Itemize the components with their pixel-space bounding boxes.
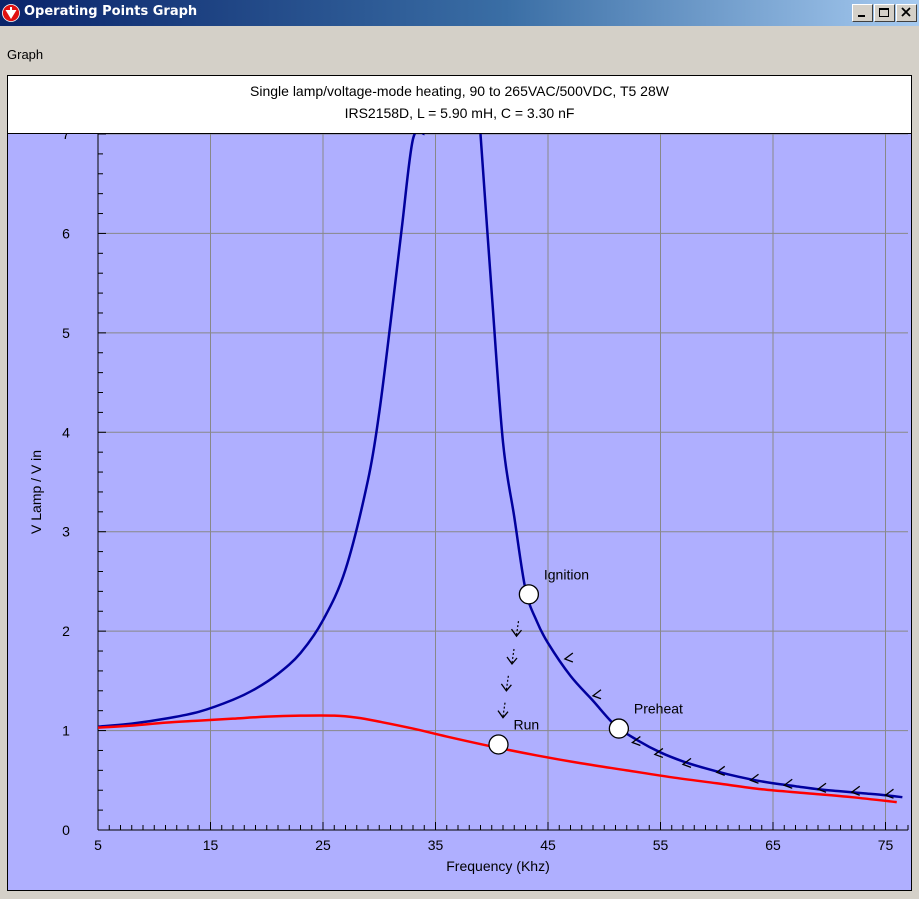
x-tick-label: 5 <box>94 837 102 853</box>
y-tick-label: 5 <box>62 325 70 341</box>
sweep-arrow <box>681 757 692 768</box>
x-tick-label: 25 <box>315 837 331 853</box>
transition-arrow-head <box>510 628 522 638</box>
transition-arrow-head <box>506 656 518 666</box>
transition-arrow-head <box>497 710 509 719</box>
y-tick-label: 3 <box>62 524 70 540</box>
minimize-icon <box>858 15 865 17</box>
sweep-arrow <box>715 765 726 776</box>
maximize-icon <box>879 8 889 17</box>
chart-frame: 5 15 25 35 45 55 65 75 0 1 2 3 4 5 6 7 Frequency (Khz) V … <box>7 75 912 891</box>
sweep-arrow <box>816 782 827 793</box>
app-logo-icon <box>2 4 20 22</box>
window-title: Operating Points Graph <box>24 4 198 19</box>
chart-header-line-2: IRS2158D, L = 5.90 mH, C = 3.30 nF <box>344 105 575 121</box>
operating-point-label-ignition: Ignition <box>544 566 589 582</box>
sweep-arrow <box>850 785 861 796</box>
transition-arrow-shaft <box>505 675 509 690</box>
sweep-arrow <box>749 773 759 784</box>
close-icon <box>901 7 911 17</box>
sweep-arrow <box>591 689 602 700</box>
sweep-arrow <box>884 788 894 799</box>
sweep-arrow <box>653 747 664 759</box>
x-tick-label: 35 <box>428 837 444 853</box>
sweep-arrow <box>782 778 793 789</box>
transition-arrow-head <box>500 683 512 692</box>
operating-point-run <box>488 734 509 755</box>
operating-point-preheat <box>608 718 630 739</box>
x-tick-label: 65 <box>765 837 781 853</box>
y-axis-label: V Lamp / V in <box>28 450 44 534</box>
sweep-arrow <box>631 735 641 747</box>
sweep-arrow <box>563 652 574 663</box>
x-tick-label: 45 <box>540 837 556 853</box>
chart-header-line-1: Single lamp/voltage-mode heating, 90 to … <box>250 83 669 99</box>
menu-bar: Graph <box>0 44 919 66</box>
y-tick-label: 2 <box>62 623 70 639</box>
y-tick-label: 6 <box>62 225 70 241</box>
transition-arrow-shaft <box>515 621 520 636</box>
operating-point-label-run: Run <box>514 716 540 732</box>
x-tick-label: 15 <box>203 837 219 853</box>
transition-arrow-shaft <box>502 702 506 717</box>
operating-point-label-preheat: Preheat <box>634 701 683 717</box>
title-bar[interactable]: Operating Points Graph <box>0 0 919 26</box>
y-tick-label: 4 <box>62 424 70 440</box>
close-button[interactable] <box>896 4 917 22</box>
chart-header: Single lamp/voltage-mode heating, 90 to … <box>8 76 911 134</box>
transition-arrow-shaft <box>511 648 515 664</box>
x-tick-label: 75 <box>878 837 894 853</box>
x-axis-label: Frequency (Khz) <box>446 858 549 874</box>
y-tick-label: 1 <box>62 723 70 739</box>
series-line-1 <box>98 134 425 728</box>
y-tick-label: 0 <box>62 822 70 838</box>
operating-point-ignition <box>518 584 540 605</box>
x-tick-label: 55 <box>653 837 669 853</box>
maximize-button[interactable] <box>874 4 895 22</box>
menu-item-graph[interactable]: Graph <box>7 47 44 62</box>
y-tick-label: 7 <box>62 126 70 142</box>
series-line-3 <box>98 714 897 804</box>
minimize-button[interactable] <box>852 4 873 22</box>
